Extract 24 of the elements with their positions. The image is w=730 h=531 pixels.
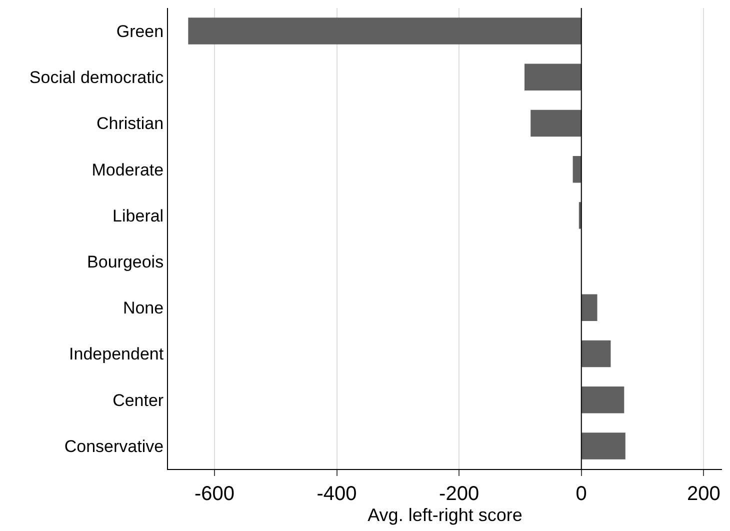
- bar: [524, 64, 582, 91]
- x-tick-label: -400: [316, 483, 357, 505]
- y-tick-label: Liberal: [112, 206, 164, 226]
- bar: [188, 18, 582, 44]
- y-tick-label: Conservative: [64, 436, 164, 456]
- x-tick-label: -600: [194, 483, 234, 505]
- y-tick-label: None: [122, 298, 164, 318]
- x-tick-label: 0: [576, 483, 587, 505]
- bar: [572, 156, 582, 183]
- bar: [530, 110, 582, 137]
- y-tick-label: Moderate: [92, 160, 164, 180]
- y-tick-label: Independent: [69, 344, 164, 364]
- x-tick-label: 200: [686, 483, 720, 505]
- y-tick-label: Bourgeois: [87, 252, 164, 272]
- x-axis-title: Avg. left-right score: [368, 505, 522, 525]
- bar: [581, 386, 624, 414]
- y-tick-label: Social democratic: [29, 68, 164, 88]
- x-tick-label: -200: [439, 483, 480, 505]
- y-tick-label: Green: [116, 22, 164, 41]
- y-tick-label: Center: [112, 390, 164, 410]
- bar: [581, 432, 626, 460]
- bar: [581, 340, 611, 368]
- y-tick-label: Christian: [96, 114, 164, 134]
- bar: [581, 294, 598, 322]
